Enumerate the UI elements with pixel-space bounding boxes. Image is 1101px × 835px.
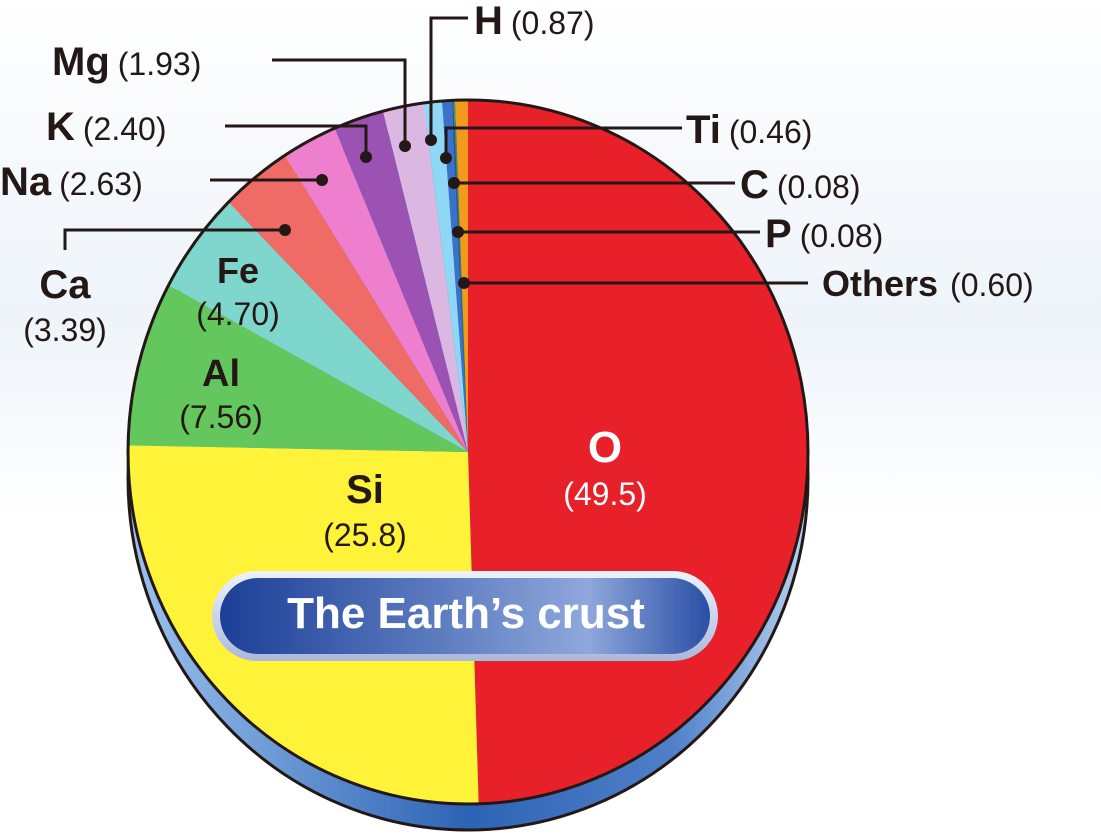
callout-mg: Mg (1.93) <box>52 40 201 84</box>
leader-dot-ti <box>440 152 452 164</box>
callout-symbol-others: Others <box>822 263 938 304</box>
callout-symbol-c: C <box>740 163 769 207</box>
slice-value-al: (7.56) <box>179 399 263 435</box>
chart-title-badge: The Earth’s crust <box>212 571 718 661</box>
slice-label-fe: Fe <box>217 250 259 291</box>
slice-labels: O (49.5) Si (25.8) Al (7.56) Fe (4.70) Ca (3.39) N… <box>0 0 1034 553</box>
slice-value-si: (25.8) <box>323 517 407 553</box>
pie-slice-fe <box>168 202 468 452</box>
callout-value-mg: (1.93) <box>118 46 202 82</box>
callout-symbol-ca: Ca <box>39 263 91 307</box>
leader-dot-c <box>448 177 460 189</box>
callout-na: Na (2.63) <box>0 160 143 204</box>
leader-dot-ca <box>279 224 291 236</box>
callout-symbol-k: K <box>46 105 75 149</box>
pie-slice-ti <box>441 100 468 453</box>
leader-dot-k <box>360 151 372 163</box>
callout-symbol-mg: Mg <box>52 40 110 84</box>
leader-ca <box>63 228 285 250</box>
callout-c: C (0.08) <box>740 163 860 207</box>
callout-value-ca: (3.39) <box>23 312 107 348</box>
callout-value-h: (0.87) <box>511 5 595 41</box>
leader-dot-mg <box>399 140 411 152</box>
callout-others: Others (0.60) <box>822 263 1034 304</box>
callout-symbol-p: P <box>765 212 792 256</box>
pie-slice-mg <box>383 103 468 452</box>
callout-value-p: (0.08) <box>800 218 884 254</box>
callout-symbol-h: H <box>474 0 503 43</box>
slice-label-o: O <box>588 423 622 472</box>
leader-mg <box>272 58 407 146</box>
leader-lines <box>63 16 808 289</box>
leader-dot-others <box>458 277 470 289</box>
callout-symbol-ti: Ti <box>686 108 721 152</box>
slice-label-al: Al <box>202 353 240 395</box>
pie-slice-na <box>284 128 468 452</box>
leader-h <box>429 16 468 140</box>
leader-dot-p <box>452 226 464 238</box>
pie-slice-k <box>334 111 468 452</box>
slice-value-fe: (4.70) <box>196 296 280 332</box>
pie-slice-h <box>423 101 468 452</box>
callout-value-others: (0.60) <box>950 267 1034 303</box>
leader-dot-na <box>316 174 328 186</box>
callout-ti: Ti (0.46) <box>686 108 812 152</box>
callout-symbol-na: Na <box>0 160 52 204</box>
pie-slice-al <box>128 285 468 452</box>
callout-p: P (0.08) <box>765 212 883 256</box>
pie-slice-p <box>453 100 468 452</box>
pie-slices <box>128 100 809 804</box>
pie-slice-others <box>455 100 468 452</box>
callout-value-ti: (0.46) <box>729 114 813 150</box>
slice-value-o: (49.5) <box>563 476 647 512</box>
callout-value-na: (2.63) <box>59 166 143 202</box>
chart-title: The Earth’s crust <box>287 589 645 638</box>
callout-value-c: (0.08) <box>777 169 861 205</box>
pie-outline <box>126 98 810 806</box>
callout-k: K (2.40) <box>46 105 166 149</box>
leader-k <box>225 124 368 157</box>
slice-label-si: Si <box>346 468 384 512</box>
callout-value-k: (2.40) <box>83 111 167 147</box>
leader-dot-h <box>425 134 437 146</box>
leader-ti <box>444 126 682 158</box>
callout-h: H (0.87) <box>474 0 594 43</box>
